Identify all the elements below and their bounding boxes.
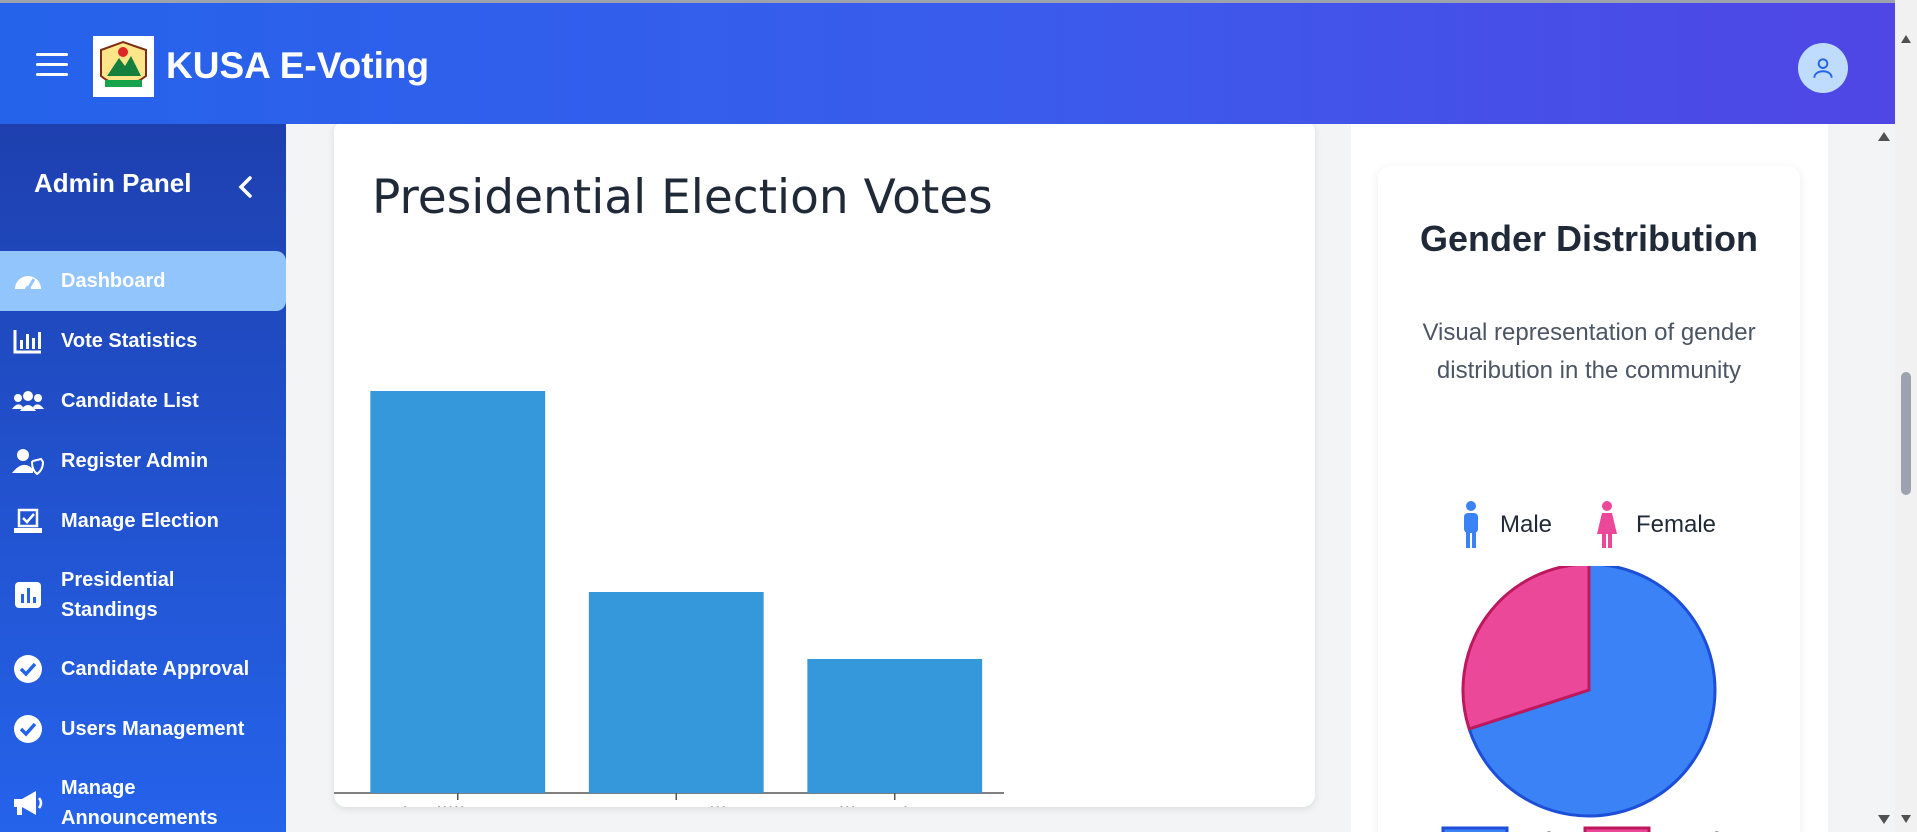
sidebar-item-vote-statistics[interactable]: Vote Statistics [0, 311, 286, 371]
gender-card-container: Gender Distribution Visual representatio… [1351, 124, 1828, 832]
megaphone-icon [12, 787, 44, 819]
scroll-up-arrow[interactable] [1901, 35, 1911, 43]
bar-milimani-party [807, 659, 982, 793]
user-icon [1810, 55, 1836, 81]
check-circle-icon [12, 653, 44, 685]
sidebar-item-candidate-approval[interactable]: Candidate Approval [0, 639, 286, 699]
sidebar-item-label: Dashboard [61, 266, 165, 296]
male-icon [1460, 500, 1482, 550]
bar-kenya-pili [589, 592, 764, 793]
sidebar-item-manage-election[interactable]: Manage Election [0, 491, 286, 551]
sidebar-item-label: Manage Election [61, 506, 219, 536]
sidebar-item-label: Presidential Standings [61, 565, 221, 625]
menu-icon[interactable] [36, 53, 68, 75]
vote-box-icon [12, 505, 44, 537]
votes-bar-chart: 02468AzimioMabadiliko PartyKenya PiliMil… [334, 124, 1315, 807]
legend-female: Female [1596, 500, 1716, 550]
inner-scroll-up-arrow[interactable] [1878, 132, 1890, 141]
sidebar-item-label: Vote Statistics [61, 326, 197, 356]
top-header: KUSA E-Voting [0, 0, 1895, 124]
inner-scroll-down-arrow[interactable] [1878, 815, 1890, 824]
kusa-logo [93, 36, 154, 97]
scroll-thumb[interactable] [1901, 372, 1911, 495]
x-tick-label: Kenya Pili [626, 804, 727, 807]
legend-male-label: Male [1500, 511, 1552, 539]
scroll-down-arrow[interactable] [1901, 815, 1911, 823]
legend-female-label: Female [1636, 511, 1716, 539]
user-shield-icon [12, 445, 44, 477]
app-title: KUSA E-Voting [166, 45, 429, 87]
main-content: Presidential Election Votes 02468AzimioM… [286, 124, 1895, 832]
sidebar-title: Admin Panel [34, 168, 191, 199]
sidebar-item-dashboard[interactable]: Dashboard [0, 251, 286, 311]
page-scrollbar[interactable] [1895, 0, 1917, 832]
female-icon [1596, 500, 1618, 550]
x-tick-label: Milimani Party [820, 804, 969, 807]
bar-chart-icon [12, 325, 44, 357]
votes-chart-card: Presidential Election Votes 02468AzimioM… [334, 124, 1315, 807]
sidebar-item-label: Users Management [61, 714, 244, 744]
sidebar-item-candidate-list[interactable]: Candidate List [0, 371, 286, 431]
sidebar-item-register-admin[interactable]: Register Admin [0, 431, 286, 491]
sidebar-item-label: Candidate List [61, 386, 199, 416]
sidebar-item-label: Register Admin [61, 446, 208, 476]
sidebar-item-presidential-standings[interactable]: Presidential Standings [0, 551, 286, 639]
sidebar-item-manage-announcements[interactable]: Manage Announcements [0, 759, 286, 832]
users-icon [12, 385, 44, 417]
gender-distribution-card: Gender Distribution Visual representatio… [1378, 166, 1800, 832]
legend-male: Male [1460, 500, 1552, 550]
gender-title: Gender Distribution [1378, 214, 1800, 264]
sidebar: Admin Panel Dashboard Vote Statistics Ca… [0, 124, 286, 832]
legend-swatch-female [1585, 828, 1649, 832]
chevron-left-icon [232, 172, 260, 202]
sidebar-item-label: Candidate Approval [61, 654, 249, 684]
sidebar-item-users-management[interactable]: Users Management [0, 699, 286, 759]
gender-subtitle: Visual representation of gender distribu… [1418, 314, 1760, 390]
x-tick-label: Mabadiliko Party [371, 804, 544, 807]
user-profile-button[interactable] [1798, 43, 1848, 93]
bar-mabadiliko-party [370, 391, 545, 793]
check-circle-icon [12, 713, 44, 745]
dashboard-icon [12, 265, 44, 297]
collapse-sidebar-button[interactable] [232, 172, 260, 202]
chart-square-icon [12, 579, 44, 611]
sidebar-item-label: Manage Announcements [61, 773, 251, 832]
legend-swatch-male [1443, 828, 1507, 832]
